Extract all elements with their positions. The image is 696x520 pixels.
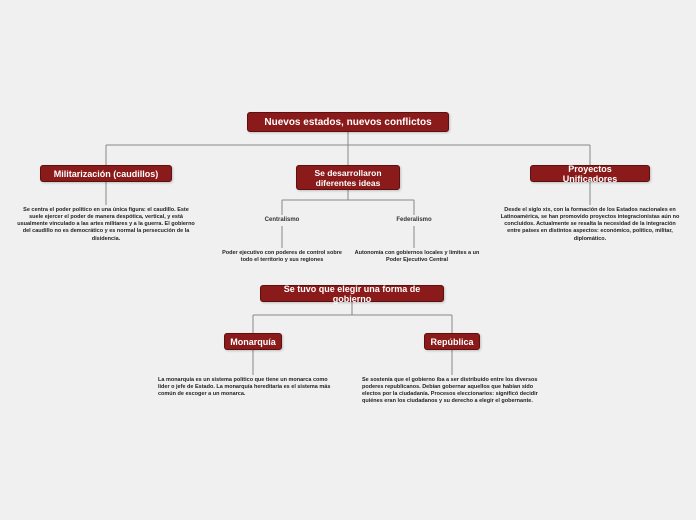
gobierno-node[interactable]: Se tuvo que elegir una forma de gobierno [260, 285, 444, 302]
militar-node[interactable]: Militarización (caudillos) [40, 165, 172, 182]
republica-desc: Se sostenía que el gobierno iba a ser di… [362, 377, 542, 406]
federalismo-desc: Autonomía con gobiernos locales y límite… [354, 250, 480, 264]
ideas-node[interactable]: Se desarrollaron diferentes ideas [296, 165, 400, 190]
republica-node[interactable]: República [424, 333, 480, 350]
militar-desc: Se centra el poder político en una única… [16, 207, 196, 243]
proyectos-desc: Desde el siglo xix, con la formación de … [500, 207, 680, 243]
centralismo-label[interactable]: Centralismo [250, 217, 314, 223]
centralismo-desc: Poder ejecutivo con poderes de control s… [216, 250, 348, 264]
monarquia-desc: La monarquía es un sistema político que … [158, 377, 338, 398]
root-node[interactable]: Nuevos estados, nuevos conflictos [247, 112, 449, 132]
monarquia-node[interactable]: Monarquía [224, 333, 282, 350]
proyectos-node[interactable]: Proyectos Unificadores [530, 165, 650, 182]
federalismo-label[interactable]: Federalismo [382, 217, 446, 223]
